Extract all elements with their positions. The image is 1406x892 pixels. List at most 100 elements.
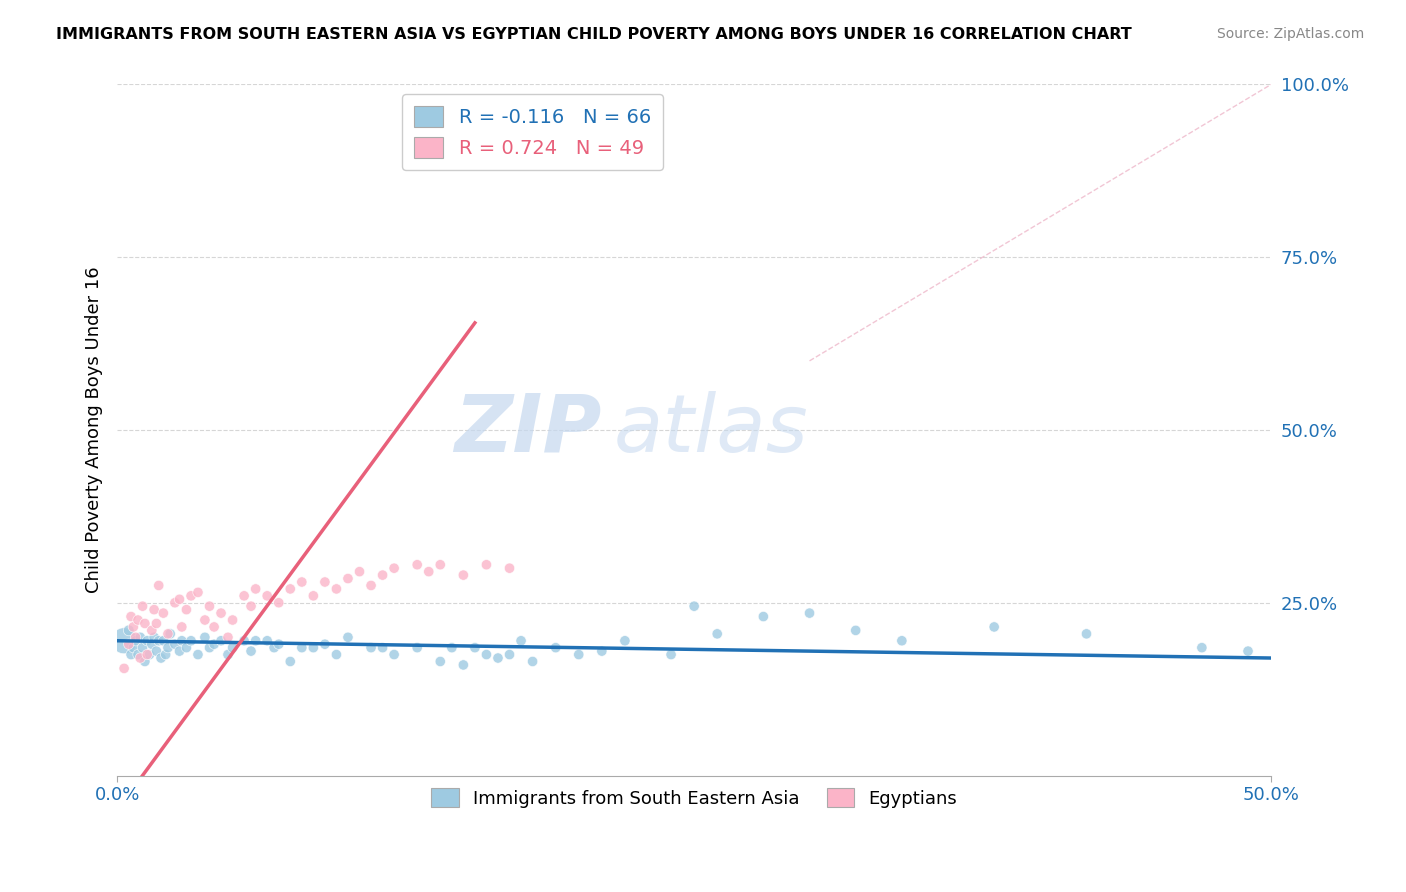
- Point: [156, 640, 179, 655]
- Point: [170, 620, 193, 634]
- Text: ZIP: ZIP: [454, 391, 602, 469]
- Point: [169, 592, 191, 607]
- Point: [325, 582, 347, 596]
- Point: [131, 640, 153, 655]
- Point: [382, 648, 405, 662]
- Point: [278, 582, 301, 596]
- Point: [429, 655, 451, 669]
- Point: [591, 644, 613, 658]
- Point: [159, 627, 181, 641]
- Point: [129, 651, 152, 665]
- Point: [122, 620, 145, 634]
- Point: [336, 630, 359, 644]
- Point: [209, 606, 232, 620]
- Point: [163, 637, 186, 651]
- Point: [291, 574, 314, 589]
- Point: [127, 613, 149, 627]
- Point: [152, 606, 174, 620]
- Point: [176, 602, 198, 616]
- Legend: Immigrants from South Eastern Asia, Egyptians: Immigrants from South Eastern Asia, Egyp…: [425, 781, 965, 815]
- Point: [325, 648, 347, 662]
- Point: [475, 558, 498, 572]
- Point: [240, 599, 263, 614]
- Point: [136, 633, 159, 648]
- Point: [475, 648, 498, 662]
- Point: [143, 630, 166, 644]
- Point: [302, 640, 325, 655]
- Point: [544, 640, 567, 655]
- Point: [202, 620, 225, 634]
- Point: [221, 613, 243, 627]
- Point: [302, 589, 325, 603]
- Point: [240, 644, 263, 658]
- Point: [406, 558, 429, 572]
- Point: [486, 651, 509, 665]
- Point: [706, 627, 728, 641]
- Point: [120, 609, 142, 624]
- Point: [890, 633, 912, 648]
- Point: [418, 565, 440, 579]
- Point: [382, 561, 405, 575]
- Point: [127, 648, 149, 662]
- Point: [278, 655, 301, 669]
- Point: [498, 648, 520, 662]
- Point: [202, 637, 225, 651]
- Point: [429, 558, 451, 572]
- Point: [187, 585, 209, 599]
- Point: [453, 568, 475, 582]
- Point: [256, 633, 278, 648]
- Point: [233, 633, 256, 648]
- Point: [799, 606, 821, 620]
- Point: [221, 640, 243, 655]
- Point: [314, 574, 336, 589]
- Point: [983, 620, 1005, 634]
- Point: [148, 633, 170, 648]
- Point: [752, 609, 775, 624]
- Point: [198, 599, 221, 614]
- Point: [256, 589, 278, 603]
- Point: [683, 599, 706, 614]
- Point: [194, 613, 217, 627]
- Point: [124, 630, 146, 644]
- Point: [150, 651, 173, 665]
- Point: [122, 640, 145, 655]
- Point: [233, 589, 256, 603]
- Point: [1237, 644, 1260, 658]
- Point: [148, 578, 170, 592]
- Point: [145, 616, 167, 631]
- Point: [371, 568, 394, 582]
- Point: [498, 561, 520, 575]
- Point: [245, 582, 267, 596]
- Text: atlas: atlas: [613, 391, 808, 469]
- Point: [138, 648, 160, 662]
- Point: [267, 596, 290, 610]
- Y-axis label: Child Poverty Among Boys Under 16: Child Poverty Among Boys Under 16: [86, 267, 103, 593]
- Point: [141, 624, 163, 638]
- Point: [141, 637, 163, 651]
- Point: [134, 655, 156, 669]
- Point: [1076, 627, 1098, 641]
- Point: [291, 640, 314, 655]
- Point: [170, 633, 193, 648]
- Point: [440, 640, 463, 655]
- Point: [406, 640, 429, 655]
- Point: [464, 640, 486, 655]
- Point: [124, 633, 146, 648]
- Point: [118, 637, 141, 651]
- Point: [112, 661, 135, 675]
- Point: [217, 648, 239, 662]
- Point: [180, 633, 202, 648]
- Point: [134, 616, 156, 631]
- Point: [659, 648, 682, 662]
- Text: Source: ZipAtlas.com: Source: ZipAtlas.com: [1216, 27, 1364, 41]
- Point: [845, 624, 868, 638]
- Point: [136, 648, 159, 662]
- Point: [613, 633, 636, 648]
- Point: [163, 596, 186, 610]
- Point: [155, 648, 177, 662]
- Point: [336, 572, 359, 586]
- Point: [145, 644, 167, 658]
- Point: [1191, 640, 1213, 655]
- Point: [198, 640, 221, 655]
- Point: [245, 633, 267, 648]
